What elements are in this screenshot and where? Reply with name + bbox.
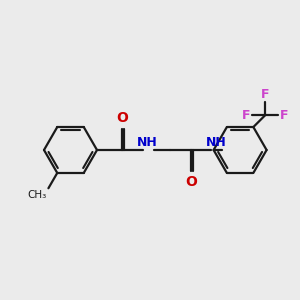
Text: F: F xyxy=(261,88,269,100)
Text: F: F xyxy=(242,109,250,122)
Text: NH: NH xyxy=(206,136,226,148)
Text: CH₃: CH₃ xyxy=(28,190,47,200)
Text: O: O xyxy=(185,175,197,189)
Text: NH: NH xyxy=(137,136,158,148)
Text: O: O xyxy=(116,111,128,125)
Text: F: F xyxy=(280,109,288,122)
